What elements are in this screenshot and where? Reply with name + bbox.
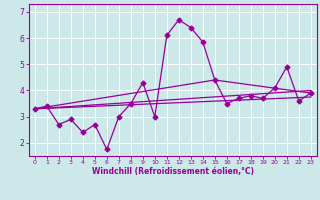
X-axis label: Windchill (Refroidissement éolien,°C): Windchill (Refroidissement éolien,°C) — [92, 167, 254, 176]
